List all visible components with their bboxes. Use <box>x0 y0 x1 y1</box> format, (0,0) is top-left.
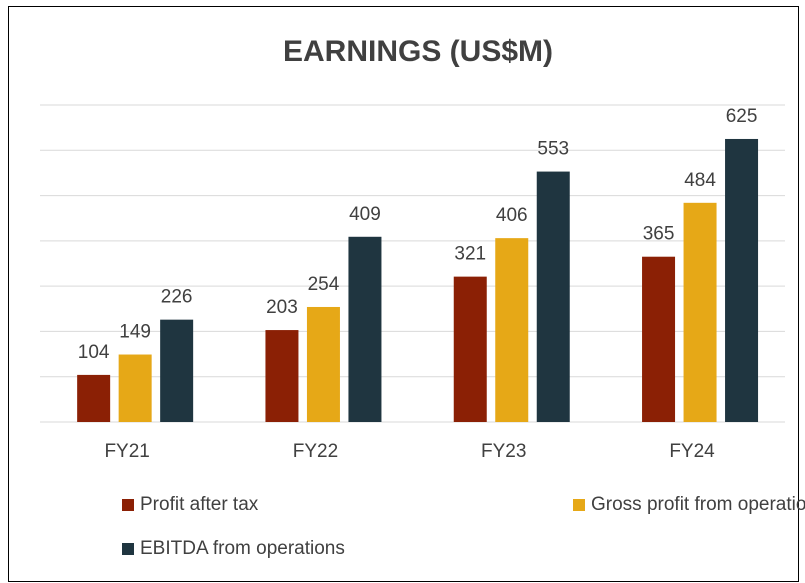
bar <box>495 238 529 422</box>
bar <box>683 202 717 422</box>
bar <box>642 256 676 422</box>
legend-swatch <box>122 499 134 511</box>
data-label: 409 <box>349 204 381 225</box>
data-label: 553 <box>537 139 569 160</box>
bar <box>118 354 152 422</box>
x-tick-label: FY22 <box>293 441 338 462</box>
data-label: 625 <box>726 106 758 127</box>
legend-label: Gross profit from operations <box>591 494 805 515</box>
bar <box>725 138 759 422</box>
bar <box>77 374 111 422</box>
bar <box>306 306 340 422</box>
data-label: 365 <box>643 224 675 245</box>
bar <box>348 236 382 422</box>
data-label: 406 <box>496 205 528 226</box>
data-label: 149 <box>119 322 151 343</box>
data-label: 226 <box>161 287 193 308</box>
bar <box>265 330 299 422</box>
x-tick-label: FY24 <box>669 441 715 462</box>
data-label: 484 <box>684 170 716 191</box>
bar <box>453 276 487 422</box>
x-tick-label: FY23 <box>481 441 526 462</box>
chart-title: EARNINGS (US$M) <box>283 35 553 68</box>
legend-label: Profit after tax <box>140 494 259 515</box>
data-label: 104 <box>78 342 110 363</box>
data-label: 321 <box>454 244 486 265</box>
bar <box>160 319 194 422</box>
x-tick-label: FY21 <box>104 441 149 462</box>
legend-swatch <box>573 499 585 511</box>
legend-swatch <box>122 543 134 555</box>
legend-label: EBITDA from operations <box>140 538 345 559</box>
data-label: 254 <box>308 274 340 295</box>
bar <box>536 171 570 422</box>
data-label: 203 <box>266 297 298 318</box>
